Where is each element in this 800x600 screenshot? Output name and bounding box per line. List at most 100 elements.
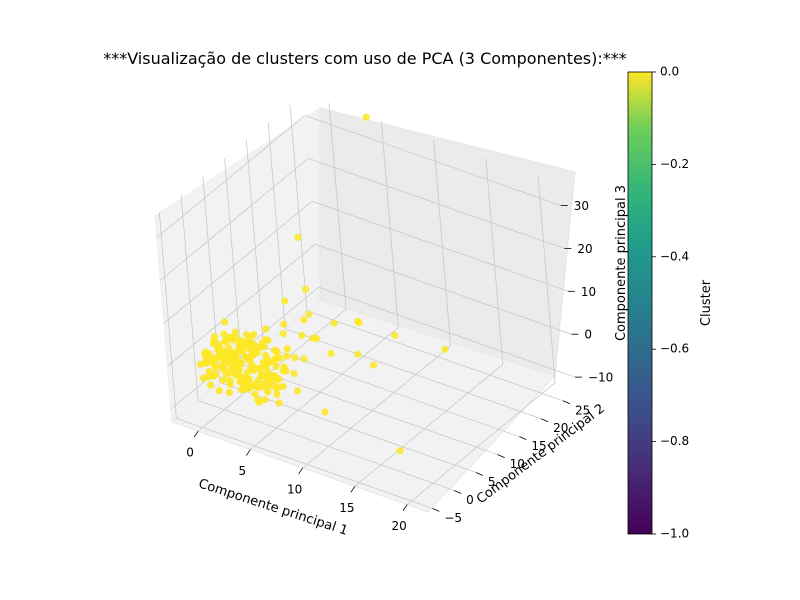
scatter-point (257, 364, 265, 372)
scatter-point (308, 334, 317, 342)
grid-line-x (197, 308, 347, 432)
grid-line-y (267, 122, 286, 329)
grid-line-y (180, 194, 199, 401)
y-tick-label: 15 (531, 439, 546, 453)
scatter-point (362, 113, 370, 121)
y-tick-label: 5 (488, 475, 496, 489)
grid-line-z (167, 243, 316, 367)
scatter-point (396, 447, 404, 455)
grid-line-z (156, 115, 306, 238)
y-tick-mark (475, 472, 484, 476)
scatter-point (263, 366, 271, 374)
colorbar-tick-label: −0.2 (660, 157, 689, 171)
scatter-point (252, 381, 260, 390)
scatter-point (253, 396, 262, 404)
grid-line-z (311, 200, 568, 292)
grid-line-y (306, 310, 564, 402)
scatter-point (293, 387, 302, 395)
chart-title: ***Visualização de clusters com uso de P… (103, 49, 627, 68)
scatter-point (238, 374, 246, 382)
grid-line-z (163, 200, 313, 324)
scatter-point (275, 399, 283, 407)
y-tick-label: 0 (466, 493, 474, 507)
scatter-point (219, 376, 227, 384)
grid-line-x (433, 139, 452, 346)
y-tick-mark (519, 436, 527, 441)
scatter-point (283, 345, 291, 353)
scatter-point (236, 342, 244, 350)
grid-line-x (537, 176, 556, 383)
scatter-point (279, 330, 287, 338)
grid-line-x (250, 327, 399, 450)
scatter-point (202, 355, 210, 364)
scatter-point (300, 355, 308, 363)
y-tick-label: 10 (510, 457, 525, 471)
grid-line-x (354, 363, 504, 487)
scatter-point (210, 336, 218, 344)
colorbar-gradient (627, 71, 653, 535)
grid-line-z (304, 115, 561, 206)
z-tick-label: −10 (588, 371, 613, 385)
z-tick-label: 10 (581, 285, 596, 299)
scatter-point (216, 344, 224, 352)
scatter-point (256, 343, 264, 351)
scatter-point (279, 367, 288, 375)
scatter-point (302, 285, 310, 293)
scatter-point (215, 386, 223, 395)
scatter-point (210, 369, 218, 378)
scatter-point (280, 320, 288, 328)
y-tick-mark (541, 418, 549, 423)
scatter-point (225, 388, 233, 397)
scatter-point (270, 357, 278, 366)
scatter-point (290, 370, 298, 378)
x-tick-label: 5 (239, 464, 247, 478)
scatter-point (298, 331, 306, 339)
scatter-point (237, 386, 246, 394)
scatter-point (273, 390, 281, 399)
scatter-point (250, 331, 258, 339)
grid-line-y (289, 104, 308, 311)
x-tick-mark (402, 504, 408, 511)
x-tick-label: 10 (287, 482, 302, 496)
grid-line-y (158, 212, 177, 419)
grid-line-x (406, 382, 556, 505)
scatter-point (262, 325, 270, 333)
scatter-point (237, 359, 246, 367)
x-tick-label: 15 (339, 501, 354, 515)
scatter-point (226, 377, 234, 385)
scatter-point (235, 365, 243, 373)
scatter-point (251, 390, 259, 398)
colorbar-tick-label: −0.6 (660, 342, 689, 356)
scatter-point (219, 361, 227, 369)
grid-line-y (176, 418, 433, 509)
grid-line-y (197, 400, 455, 491)
colorbar-tick-label: −0.8 (660, 434, 689, 448)
scatter-point (206, 381, 215, 389)
scatter-point (232, 371, 240, 379)
scatter-point (391, 331, 399, 340)
x-tick-label: 20 (391, 519, 406, 533)
scatter-point (441, 345, 449, 353)
scatter-point (227, 354, 235, 362)
grid-line-y (241, 364, 498, 455)
tick-marks (193, 205, 582, 512)
x-tick-mark (298, 467, 303, 475)
scatter-point (275, 375, 283, 383)
scatter-point (354, 317, 362, 326)
grid-line-x (302, 345, 451, 469)
scatter-point (321, 408, 329, 416)
x-tick-mark (193, 430, 199, 438)
colorbar-tick-label: 0.0 (660, 65, 679, 79)
colorbar-label: Cluster (699, 279, 714, 326)
colorbar-tick-label: −0.4 (660, 249, 689, 263)
grid-line-z (315, 243, 572, 335)
scatter-point (246, 345, 254, 353)
colorbar: 0.0 −0.2 −0.4 −0.6 −0.8 −1.0 Cluster (627, 65, 714, 541)
scatter-point (276, 354, 284, 362)
y-tick-mark (453, 490, 462, 494)
scatter-point (246, 357, 254, 365)
scatter-point (211, 362, 219, 370)
z-tick-label: 20 (577, 242, 592, 256)
